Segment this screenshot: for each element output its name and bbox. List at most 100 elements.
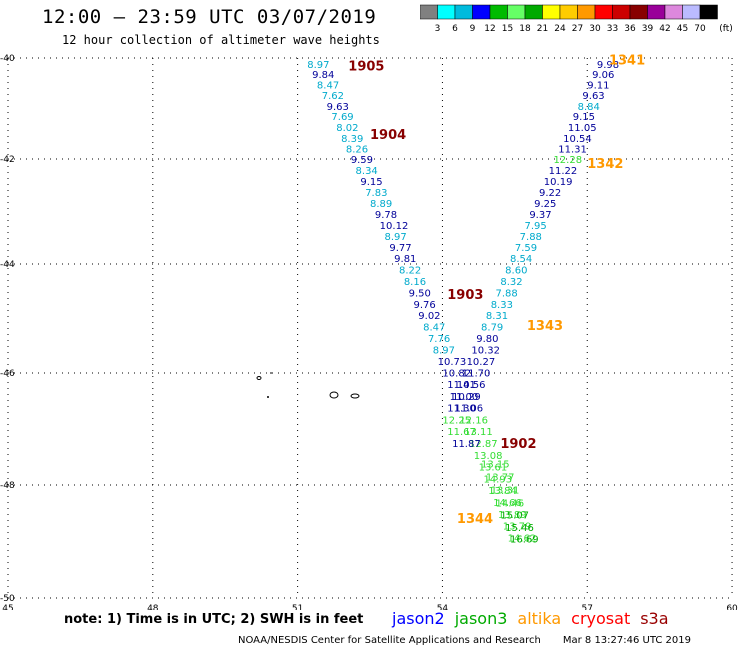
wave-height-value: 11.70 [462, 368, 491, 379]
wave-height-value: 9.06 [592, 70, 614, 81]
footer-credit: NOAA/NESDIS Center for Satellite Applica… [238, 635, 691, 646]
colorbar-label: 21 [537, 24, 548, 34]
colorbar-label: 6 [452, 24, 458, 34]
wave-height-value: 7.95 [524, 221, 546, 232]
colorbar-label: 33 [607, 24, 618, 34]
wave-height-value: 8.54 [510, 254, 532, 265]
wave-height-value: 9.84 [312, 70, 334, 81]
colorbar-label: 36 [624, 24, 636, 34]
wave-height-value: 8.97 [385, 232, 407, 243]
latitude-label: -48 [0, 481, 15, 491]
wave-height-value: 14.93 [483, 474, 512, 485]
latitude-label: -46 [0, 369, 15, 379]
wave-height-value: 7.76 [428, 334, 450, 345]
wave-height-value: 16.69 [510, 535, 539, 546]
pass-number-label: 1902 [500, 437, 536, 452]
pass-number-label: 1343 [527, 319, 563, 334]
colorbar-unit: (ft) [719, 24, 733, 34]
wave-height-value: 9.15 [573, 112, 595, 123]
credit-text: NOAA/NESDIS Center for Satellite Applica… [238, 635, 541, 646]
wave-height-value: 8.26 [346, 144, 368, 155]
wave-height-value: 7.59 [515, 243, 537, 254]
longitude-label: 48 [147, 604, 159, 610]
legend-cryosat: cryosat [571, 609, 631, 628]
wave-height-value: 10.19 [544, 177, 573, 188]
colorbar-label: 30 [589, 24, 601, 34]
color-scale-bar: 3 6 9 12 15 18 21 24 27 30 33 36 39 42 45 70 (ft) [420, 4, 733, 34]
pass-number-label: 1342 [587, 157, 623, 172]
satellite-legend: jason2 jason3 altika cryosat s3a [392, 609, 679, 628]
latitude-label: -50 [0, 594, 15, 604]
wave-height-value: 11.87 [452, 439, 481, 450]
wave-height-value: 13.79 [503, 522, 532, 533]
wave-height-value: 8.16 [404, 277, 426, 288]
colorbar-label: 15 [502, 24, 513, 34]
wave-height-value: 9.37 [529, 210, 551, 221]
wave-height-value: 10.73 [438, 357, 467, 368]
longitude-label: 51 [292, 604, 303, 610]
wave-height-value: 8.97 [433, 346, 455, 357]
wave-height-value: 10.32 [471, 346, 500, 357]
wave-height-value: 11.67 [447, 427, 476, 438]
colorbar-label: 39 [642, 24, 654, 34]
wave-height-value: 13.08 [474, 451, 503, 462]
wave-height-value: 9.78 [375, 210, 397, 221]
pass-number-label: 1341 [609, 54, 645, 69]
pass-number-label: 1905 [348, 60, 384, 75]
wave-height-value: 9.63 [582, 91, 604, 102]
wave-height-value: 10.27 [467, 357, 496, 368]
pass-number-label: 1344 [457, 512, 493, 527]
wave-height-value: 8.79 [481, 323, 503, 334]
longitude-label: 54 [437, 604, 449, 610]
wave-height-value: 8.47 [317, 80, 339, 91]
wave-height-value: 11.06 [454, 404, 483, 415]
wave-height-value: 9.80 [476, 334, 498, 345]
units-note: note: 1) Time is in UTC; 2) SWH is in fe… [64, 612, 364, 627]
wave-height-value: 8.60 [505, 265, 527, 276]
wave-height-value: 9.02 [418, 311, 440, 322]
latitude-label: -40 [0, 54, 15, 64]
colorbar-label: 45 [677, 24, 688, 34]
wave-height-value: 7.88 [496, 288, 518, 299]
pass-number-label: 1904 [370, 128, 406, 143]
wave-height-value: 12.87 [469, 439, 498, 450]
wave-height-value: 14.62 [508, 534, 537, 545]
wave-height-value: 9.22 [539, 188, 561, 199]
colorbar-label: 12 [484, 24, 495, 34]
wave-height-value: 7.83 [365, 188, 387, 199]
wave-height-value: 10.29 [452, 392, 481, 403]
wave-height-value: 11.30 [447, 404, 476, 415]
wave-height-value: 14.46 [496, 499, 525, 510]
wave-height-value: 9.25 [534, 199, 556, 210]
colorbar-label: 3 [435, 24, 441, 34]
wave-height-value: 13.61 [479, 463, 508, 474]
colorbar-label: 24 [554, 24, 566, 34]
legend-altika: altika [517, 609, 562, 628]
wave-height-value: 9.50 [409, 288, 431, 299]
wave-height-value: 11.31 [558, 144, 587, 155]
legend-jason3: jason3 [454, 609, 508, 628]
wave-height-value: 11.05 [568, 123, 597, 134]
wave-height-value: 14.66 [493, 498, 522, 509]
wave-height-value: 13.31 [491, 486, 520, 497]
colorbar-label: 27 [572, 24, 583, 34]
colorbar-label: 9 [470, 24, 476, 34]
wave-height-value: 9.59 [351, 155, 373, 166]
wave-height-value: 8.22 [399, 265, 421, 276]
wave-height-value: 15.46 [505, 523, 534, 534]
colorbar-label: 18 [519, 24, 531, 34]
colorbar-label: 70 [694, 24, 706, 34]
wave-height-value: 9.98 [597, 60, 619, 71]
wave-height-value: 15.07 [500, 510, 529, 521]
wave-height-value: 8.33 [491, 300, 513, 311]
latitude-label: -44 [0, 260, 15, 270]
wave-height-value: 9.76 [413, 300, 435, 311]
longitude-label: 45 [2, 604, 13, 610]
longitude-label: 60 [726, 604, 738, 610]
wave-height-value: 13.15 [481, 460, 510, 471]
map-title: 12:00 – 23:59 UTC 03/07/2019 [42, 6, 377, 28]
wave-height-value: 8.97 [307, 60, 329, 71]
wave-height-value: 9.77 [389, 243, 411, 254]
